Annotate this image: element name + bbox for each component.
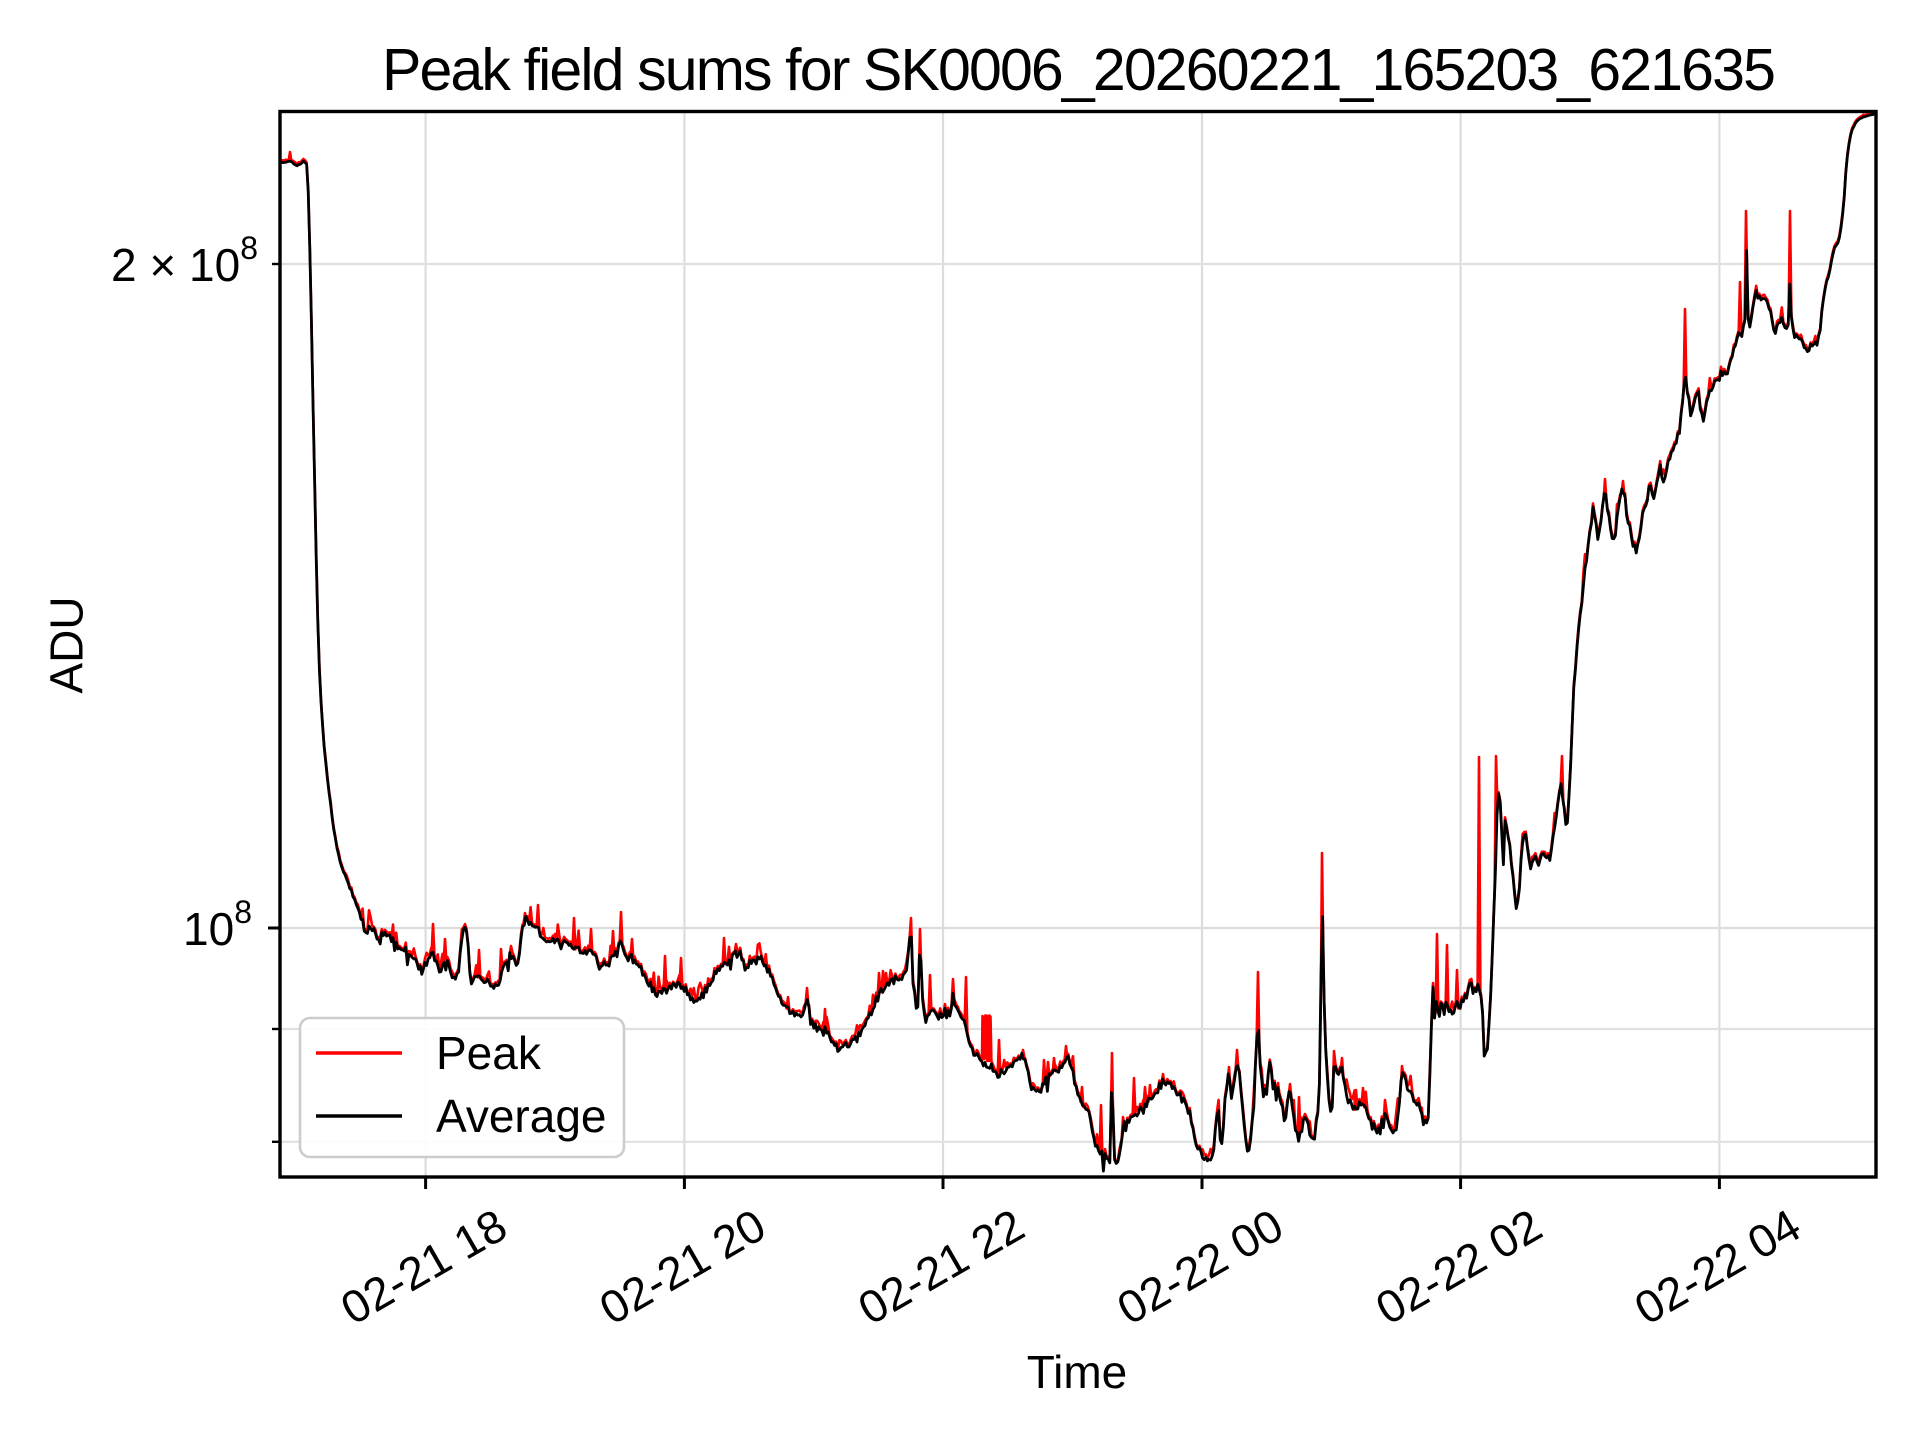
svg-text:Peak field sums for SK0006_202: Peak field sums for SK0006_20260221_1652… xyxy=(382,37,1774,103)
svg-text:Average: Average xyxy=(436,1090,607,1142)
svg-text:ADU: ADU xyxy=(41,596,93,693)
svg-text:2 × 108: 2 × 108 xyxy=(111,230,258,291)
svg-text:Time: Time xyxy=(1027,1346,1128,1398)
svg-text:Peak: Peak xyxy=(436,1027,542,1079)
